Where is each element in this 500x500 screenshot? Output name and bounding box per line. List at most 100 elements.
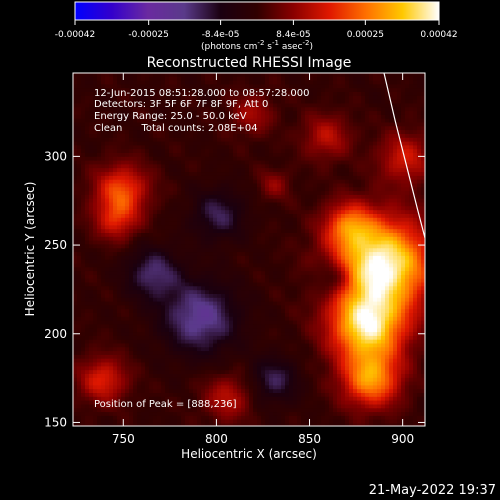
heatmap-cell [289,145,294,150]
heatmap-cell [369,88,374,93]
heatmap-cell [105,118,110,124]
heatmap-cell [133,172,138,177]
heatmap-cell [245,88,250,93]
heatmap-cell [401,122,406,128]
heatmap-cell [313,107,318,112]
heatmap-cell [85,172,90,177]
heatmap-cell [297,160,302,166]
heatmap-cell [413,126,418,131]
heatmap-cell [125,80,130,86]
heatmap-cell [77,111,82,116]
heatmap-cell [225,153,230,158]
heatmap-cell [141,103,146,109]
heatmap-cell [357,73,362,78]
heatmap-cell [93,107,98,112]
heatmap-cell [109,111,114,116]
heatmap-cell [177,137,182,143]
heatmap-cell [333,84,338,89]
heatmap-cell [341,134,346,139]
heatmap-cell [237,134,242,139]
heatmap-cell [309,156,314,162]
heatmap-cell [285,118,290,124]
heatmap-cell [349,160,354,166]
heatmap-cell [157,141,162,147]
heatmap-cell [185,111,190,116]
heatmap-cell [173,130,178,135]
heatmap-cell [397,111,402,116]
heatmap-cell [405,160,410,166]
heatmap-cell [325,107,330,112]
heatmap-cell [293,164,298,169]
heatmap-cell [345,164,350,169]
heatmap-cell [289,84,294,89]
heatmap-cell [253,111,258,116]
heatmap-cell [73,92,78,97]
heatmap-cell [137,153,142,158]
heatmap-cell [165,126,170,131]
heatmap-cell [409,99,414,105]
heatmap-cell [377,76,382,82]
heatmap-cell [325,153,330,158]
heatmap-cell [333,134,338,139]
heatmap-cell [249,76,254,82]
heatmap-cell [89,95,94,101]
heatmap-cell [81,130,86,135]
heatmap-cell [309,145,314,150]
heatmap-cell [353,118,358,124]
heatmap-cell [133,76,138,82]
heatmap-cell [233,130,238,135]
heatmap-cell [225,92,230,97]
heatmap-cell [289,130,294,135]
heatmap-cell [205,80,210,86]
heatmap-cell [261,103,266,109]
heatmap-cell [197,73,202,78]
heatmap-cell [109,95,114,101]
heatmap-cell [109,145,114,150]
heatmap-cell [269,168,274,173]
heatmap-cell [229,114,234,120]
heatmap-cell [117,99,122,105]
heatmap-cell [173,145,178,150]
heatmap-cell [213,172,218,177]
heatmap-cell [377,145,382,150]
heatmap-cell [209,156,214,162]
heatmap-cell [353,92,358,97]
heatmap-cell [129,130,134,135]
heatmap-cell [373,130,378,135]
heatmap-cell [81,114,86,120]
heatmap-cell [217,153,222,158]
heatmap-cell [301,141,306,147]
heatmap-cell [205,172,210,177]
heatmap-cell [209,134,214,139]
heatmap-cell [81,168,86,173]
heatmap-cell [221,130,226,135]
heatmap-cell [285,172,290,177]
heatmap-cell [229,84,234,89]
heatmap-cell [281,172,286,177]
heatmap-cell [305,92,310,97]
heatmap-cell [97,134,102,139]
heatmap-cell [361,73,366,78]
heatmap-cell [241,95,246,101]
heatmap-cell [77,168,82,173]
heatmap-cell [205,84,210,89]
heatmap-cell [349,80,354,86]
heatmap-cell [257,141,262,147]
heatmap-cell [221,126,226,131]
heatmap-cell [121,130,126,135]
heatmap-cell [121,88,126,93]
heatmap-cell [149,103,154,109]
heatmap-cell [321,164,326,169]
heatmap-cell [405,99,410,105]
colorbar-units-sup1: -2 [257,39,264,47]
heatmap-cell [373,88,378,93]
heatmap-cell [393,84,398,89]
heatmap-cell [185,168,190,173]
heatmap-cell [145,84,150,89]
heatmap-cell [145,160,150,166]
heatmap-cell [349,130,354,135]
heatmap-cell [173,141,178,147]
heatmap-cell [361,80,366,86]
heatmap-cell [97,153,102,158]
heatmap-cell [225,149,230,154]
